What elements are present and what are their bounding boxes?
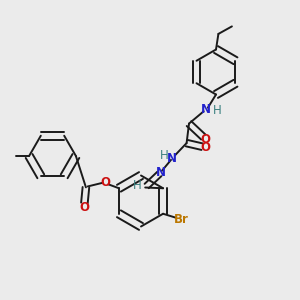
Text: N: N [167,152,177,165]
Text: O: O [80,201,89,214]
Text: N: N [200,103,211,116]
Text: O: O [200,141,210,154]
Text: N: N [156,166,166,179]
Text: H: H [132,178,141,192]
Text: H: H [212,103,221,117]
Text: O: O [201,133,211,146]
Text: O: O [100,176,110,189]
Text: Br: Br [174,213,188,226]
Text: H: H [160,149,169,162]
